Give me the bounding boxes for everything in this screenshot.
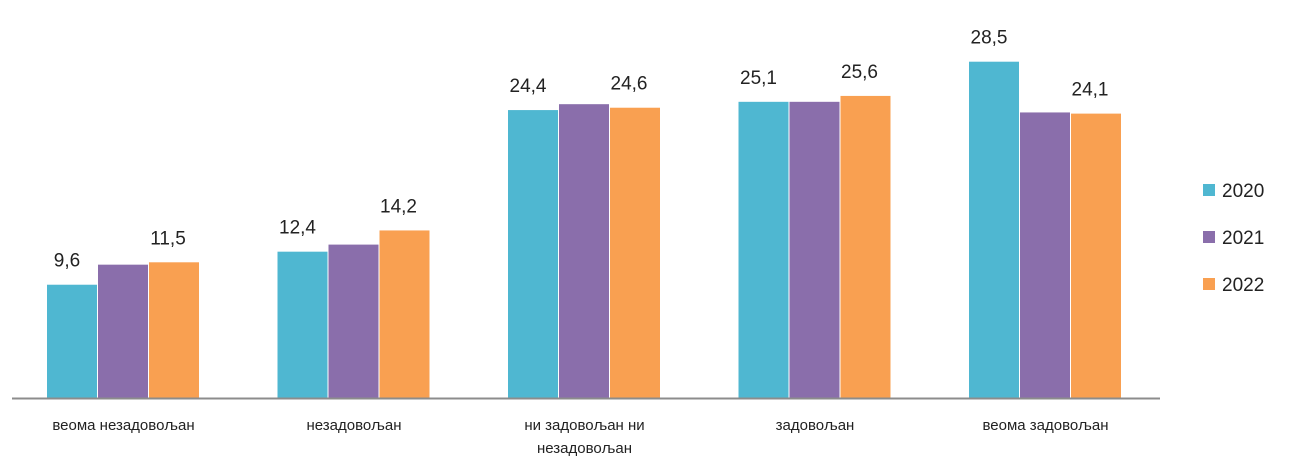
legend: 2020 2021 2022 (1203, 181, 1264, 296)
legend-swatch-2021 (1203, 231, 1215, 243)
bars-layer (47, 61, 1121, 399)
category-label-5: веома задовољан (983, 417, 1109, 434)
bar-2020-cat-2 (277, 251, 328, 398)
data-label: 25,1 (740, 68, 777, 89)
legend-swatch-2020 (1203, 184, 1215, 196)
bar-2022-cat-4 (840, 95, 891, 399)
bar-2021-cat-3 (559, 104, 609, 399)
bar-2022-cat-1 (149, 262, 199, 398)
legend-label-2020: 2020 (1222, 181, 1264, 202)
data-labels-layer: 9,6 11,5 12,4 14,2 24,4 24,6 25,1 25,6 28,5 24,1 (54, 28, 1109, 272)
data-label: 14,2 (380, 196, 417, 217)
category-label-4: задовољан (776, 417, 855, 434)
legend-label-2022: 2022 (1222, 275, 1264, 296)
bar-2021-cat-4 (789, 101, 840, 398)
bar-2021-cat-1 (98, 264, 148, 398)
bar-2020-cat-4 (738, 101, 789, 398)
category-label-3-line-2: незадовољан (537, 440, 632, 457)
data-label: 28,5 (971, 28, 1008, 49)
data-label: 24,6 (611, 74, 648, 95)
category-label-2: незадовољан (307, 417, 402, 434)
data-label: 24,1 (1072, 80, 1109, 101)
bar-2020-cat-1 (47, 284, 97, 398)
bar-2022-cat-2 (379, 230, 430, 398)
data-label: 12,4 (279, 218, 316, 239)
category-labels-layer: веома незадовољан незадовољан ни задовољан… (52, 417, 1108, 457)
bar-2020-cat-3 (508, 110, 558, 398)
category-label-1: веома незадовољан (52, 417, 194, 434)
data-label: 25,6 (841, 62, 878, 83)
legend-swatch-2022 (1203, 278, 1215, 290)
bar-2022-cat-3 (610, 107, 660, 398)
bar-2021-cat-2 (328, 244, 379, 398)
data-label: 24,4 (510, 76, 547, 97)
category-label-3-line-1: ни задовољан ни (524, 417, 644, 434)
bar-2021-cat-5 (1020, 112, 1070, 398)
data-label: 11,5 (150, 228, 186, 249)
data-label: 9,6 (54, 251, 80, 272)
legend-label-2021: 2021 (1222, 228, 1264, 249)
bar-2020-cat-5 (969, 61, 1019, 398)
bar-2022-cat-5 (1071, 113, 1121, 399)
